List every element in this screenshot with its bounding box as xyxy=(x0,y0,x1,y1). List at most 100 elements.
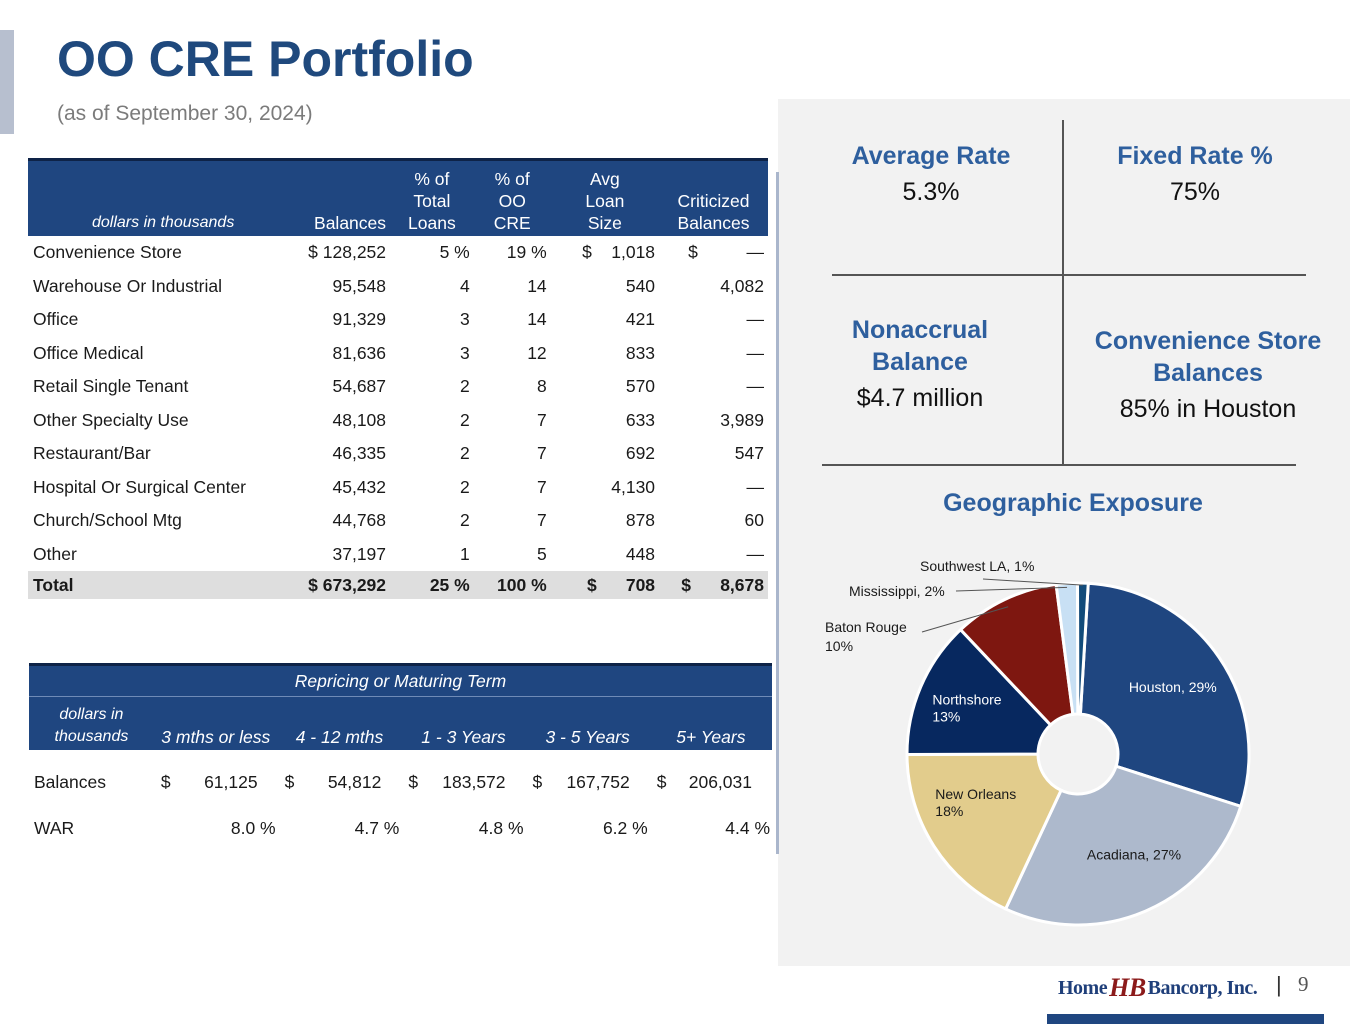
currency-sign: $ xyxy=(532,771,543,792)
table-cell: $ 8,678 xyxy=(659,571,768,599)
table-cell: 4,082 xyxy=(720,275,764,296)
table-cell: 547 xyxy=(734,443,764,464)
table-cell: 45,432 xyxy=(332,476,387,497)
table-cell: 81,636 xyxy=(332,342,387,363)
table-cell: $ — xyxy=(688,242,764,263)
table-cell: 5 % xyxy=(439,242,470,263)
pie-label-northshore: Northshore xyxy=(932,692,1001,708)
pie-label-mississippi: Mississippi, 2% xyxy=(849,583,945,599)
table-cell: 448 xyxy=(625,543,656,564)
kpi-label: Nonaccrual Balance xyxy=(851,316,989,376)
table-cell: 6.2 % xyxy=(602,817,648,838)
table-cell: 44,768 xyxy=(332,510,387,531)
currency-sign: $ xyxy=(284,771,295,792)
table-cell: 14 xyxy=(527,275,547,296)
table-cell: 4.7 % xyxy=(354,817,400,838)
row-label: Total xyxy=(28,571,282,599)
pie-slice-acadiana xyxy=(1003,764,1243,927)
table-cell: 46,335 xyxy=(332,443,387,464)
table-cell: 2 xyxy=(459,409,470,430)
table-cell: 95,548 xyxy=(332,275,387,296)
repricing-col-1-3yrs: 1 - 3 Years xyxy=(421,727,506,747)
row-label: Balances xyxy=(34,771,106,792)
table-cell: 878 xyxy=(625,510,656,531)
total-row: Total $ 673,292 25 % 100 % $ 708 $ 8,678 xyxy=(28,571,768,599)
kpi-label: Fixed Rate % xyxy=(1117,142,1273,170)
table-cell: 48,108 xyxy=(332,409,387,430)
table-cell: 61,125 xyxy=(204,771,258,792)
table-row: Convenience Store $ 128,252 5 % 19 % $ 1,018… xyxy=(28,236,768,270)
table-cell: 3 xyxy=(459,342,470,363)
footer-bar xyxy=(1047,1014,1324,1024)
table-cell: 25 % xyxy=(390,571,474,599)
currency-sign: $ xyxy=(160,771,171,792)
row-label: Restaurant/Bar xyxy=(33,443,151,464)
page-subtitle: (as of September 30, 2024) xyxy=(57,102,313,125)
table-cell: 4,130 xyxy=(611,476,656,497)
logo-home: Home xyxy=(1058,976,1108,999)
row-label: Other Specialty Use xyxy=(33,409,189,430)
table-cell: 91,329 xyxy=(332,309,387,330)
pie-slice-new-orleans xyxy=(905,752,1064,911)
row-label: Office Medical xyxy=(33,342,144,363)
repricing-war-row: WAR 8.0 % 4.7 % 4.8 % 6.2 % 4.4 % xyxy=(29,805,772,851)
leader-southwest-la xyxy=(982,578,1083,586)
table-cell: 5 xyxy=(536,543,547,564)
table-row: Other 37,197 1 5 448 — xyxy=(28,538,768,572)
accent-bar xyxy=(0,30,14,134)
pie-label-baton-rouge-pct: 10% xyxy=(825,638,853,654)
kpi-fixed-rate: Fixed Rate % 75% xyxy=(1075,140,1315,207)
table-cell: — xyxy=(746,376,765,397)
table-cell: 633 xyxy=(625,409,656,430)
table-cell: 2 xyxy=(459,476,470,497)
kpi-value: 5.3% xyxy=(902,178,960,206)
kpi-horizontal-divider-bottom xyxy=(822,464,1296,466)
page-number: 9 xyxy=(1298,972,1309,996)
pie-slice-southwest-la xyxy=(1076,581,1090,716)
pie-slice-houston xyxy=(1078,581,1251,809)
unit-header: dollars in thousands xyxy=(92,214,235,231)
table-cell: 7 xyxy=(536,476,547,497)
pie-label-houston: Houston, 29% xyxy=(1129,679,1217,695)
table-row: Hospital Or Surgical Center 45,432 2 7 4,130… xyxy=(28,471,768,505)
row-label: Church/School Mtg xyxy=(33,510,182,531)
kpi-nonaccrual: Nonaccrual Balance $4.7 million xyxy=(820,314,1020,413)
repricing-col-5plus: 5+ Years xyxy=(676,727,746,747)
table-cell: 7 xyxy=(536,443,547,464)
table-cell: — xyxy=(746,342,765,363)
leader-mississippi xyxy=(955,586,1068,592)
pie-label-new-orleans-pct: 18% xyxy=(935,803,963,819)
page-title: OO CRE Portfolio xyxy=(57,31,474,87)
pie-label-acadiana: Acadiana, 27% xyxy=(1087,846,1181,862)
row-label: WAR xyxy=(34,817,75,838)
table-row: Church/School Mtg 44,768 2 7 878 60 xyxy=(28,504,768,538)
pie-label-baton-rouge: Baton Rouge xyxy=(825,619,907,635)
pie-label-new-orleans: New Orleans xyxy=(935,786,1016,802)
pie-label-southwest-la: Southwest LA, 1% xyxy=(920,558,1034,574)
table-cell: 14 xyxy=(527,309,547,330)
kpi-label: Convenience Store Balances xyxy=(1094,327,1322,387)
avg-loan-size-header: Avg Loan Size xyxy=(585,169,625,233)
table-cell: 8 xyxy=(536,376,547,397)
table-cell: 7 xyxy=(536,409,547,430)
table-row: Other Specialty Use 48,108 2 7 633 3,989 xyxy=(28,404,768,438)
table-cell: 7 xyxy=(536,510,547,531)
repricing-balances-row: Balances $61,125 $54,812 $183,572 $167,7… xyxy=(29,750,772,805)
table-cell: $ 1,018 xyxy=(582,242,656,263)
table-row: Office Medical 81,636 3 12 833 — xyxy=(28,337,768,371)
table-cell: — xyxy=(746,309,765,330)
table-cell: 540 xyxy=(625,275,656,296)
table-row: Office 91,329 3 14 421 — xyxy=(28,303,768,337)
repricing-unit-header: dollars in thousands xyxy=(54,706,129,745)
table-cell: 421 xyxy=(625,309,656,330)
portfolio-header-row: dollars in thousands Balances % of Total… xyxy=(28,159,768,236)
table-cell: 570 xyxy=(625,376,656,397)
table-cell: 100 % xyxy=(473,571,551,599)
row-label: Other xyxy=(33,543,77,564)
table-row: Retail Single Tenant 54,687 2 8 570 — xyxy=(28,370,768,404)
balances-header: Balances xyxy=(314,213,387,233)
criticized-header: Criticized Balances xyxy=(677,191,750,233)
table-cell: 183,572 xyxy=(442,771,506,792)
repricing-table: Repricing or Maturing Term dollars in th… xyxy=(29,663,772,851)
